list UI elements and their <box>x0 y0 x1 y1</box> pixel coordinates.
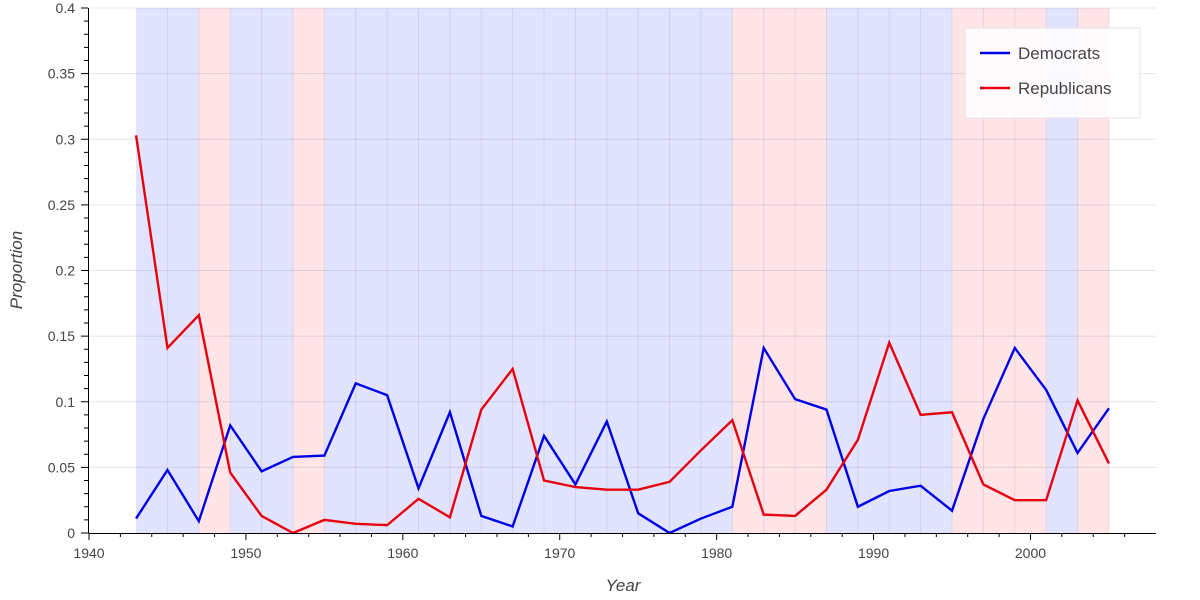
band-democrats-0 <box>136 8 199 533</box>
y-tick-label-5: 0.25 <box>48 197 75 213</box>
y-tick-label-1: 0.05 <box>48 459 75 475</box>
band-democrats-4 <box>324 8 733 533</box>
y-tick-label-2: 0.1 <box>56 394 76 410</box>
band-republicans-5 <box>732 8 827 533</box>
x-tick-label-1940: 1940 <box>73 545 104 561</box>
series-line-republicans <box>134 135 1111 535</box>
y-tick-label-0: 0 <box>67 525 75 541</box>
x-tick-label-1980: 1980 <box>701 545 732 561</box>
x-tick-label-2000: 2000 <box>1015 545 1046 561</box>
series-lines <box>134 135 1111 535</box>
axes <box>88 8 1156 534</box>
y-tick-label-6: 0.3 <box>56 131 76 147</box>
x-tick-label-1960: 1960 <box>387 545 418 561</box>
legend: Democrats Republicans <box>964 27 1141 119</box>
band-republicans-3 <box>292 8 325 533</box>
y-tick-label-3: 0.15 <box>48 328 75 344</box>
legend-box <box>964 27 1141 119</box>
x-tick-label-1970: 1970 <box>544 545 575 561</box>
x-tick-label-1950: 1950 <box>230 545 261 561</box>
band-democrats-6 <box>826 8 953 533</box>
x-axis-title: Year <box>606 576 642 595</box>
x-axis-ticks: 1940 1950 1960 1970 1980 1990 2000 <box>73 534 1126 561</box>
y-axis-ticks: 0 0.05 0.1 0.15 0.2 0.25 0.3 0.35 0.4 <box>48 0 88 541</box>
y-tick-label-4: 0.2 <box>56 263 76 279</box>
legend-label-democrats: Democrats <box>1018 44 1100 63</box>
series-line-democrats <box>135 344 1110 535</box>
x-tick-label-1990: 1990 <box>858 545 889 561</box>
y-tick-label-8: 0.4 <box>56 0 76 16</box>
legend-label-republicans: Republicans <box>1018 79 1112 98</box>
y-tick-label-7: 0.35 <box>48 66 75 82</box>
y-axis-title: Proportion <box>7 231 26 309</box>
band-democrats-2 <box>230 8 293 533</box>
